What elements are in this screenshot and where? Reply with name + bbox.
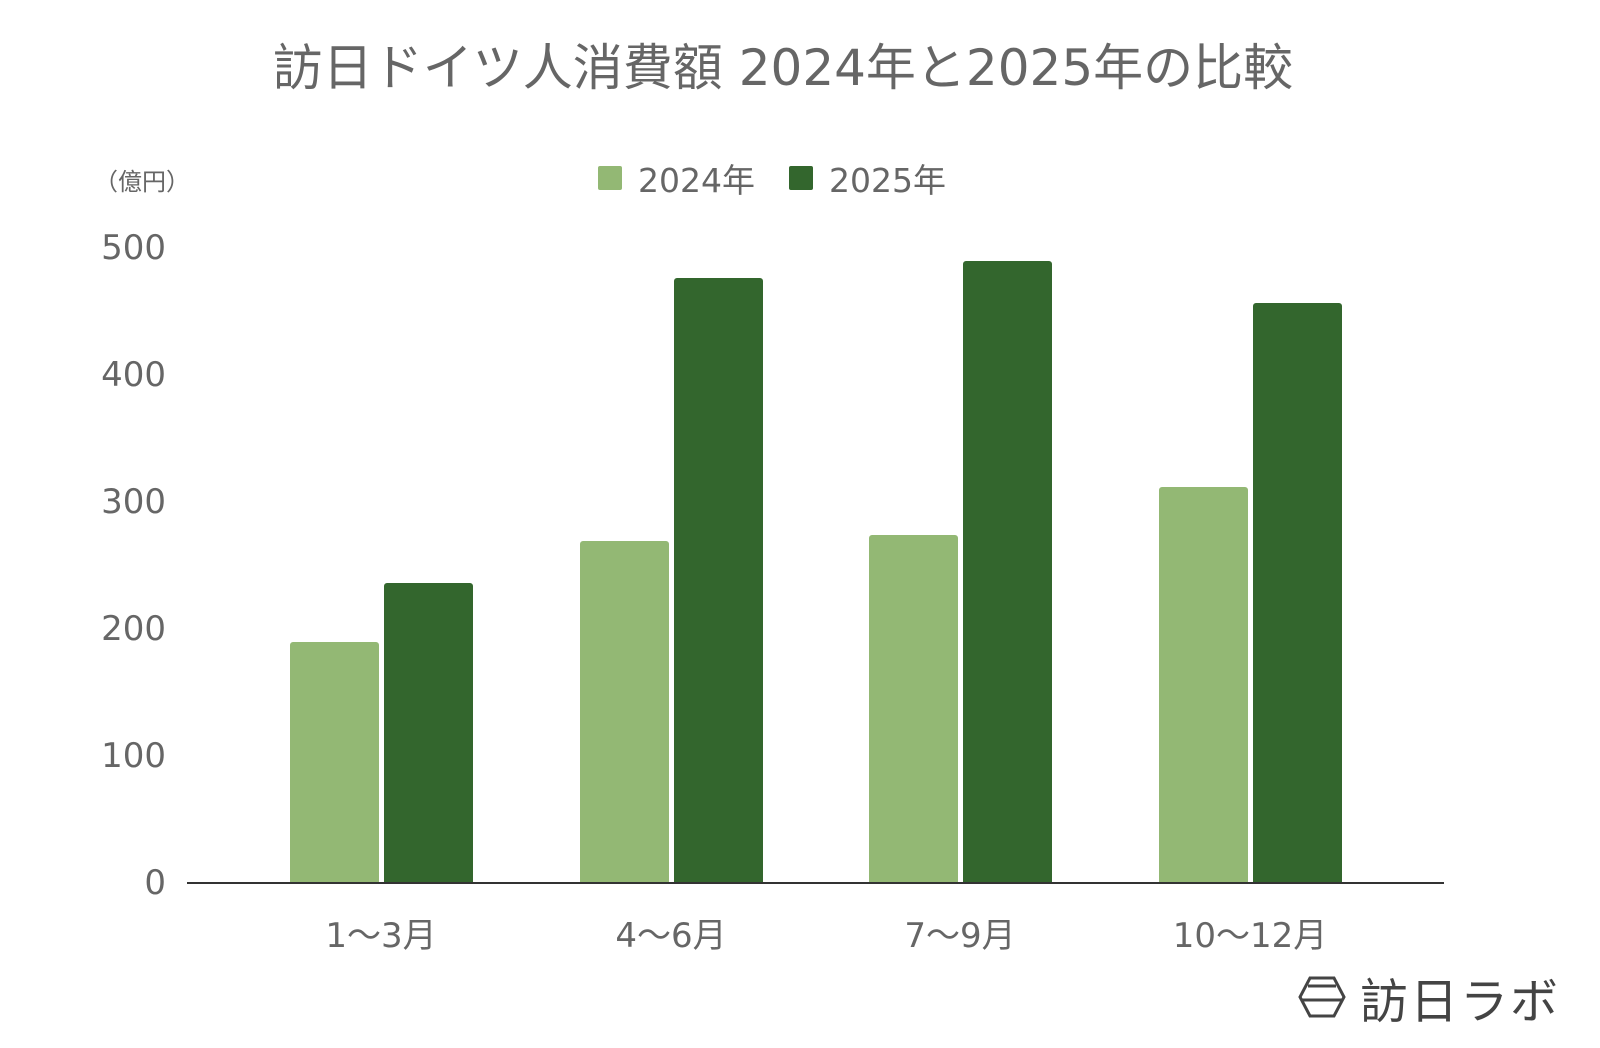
y-tick-label: 500 [101,228,166,268]
legend-item-2024[interactable]: 2024年 [598,154,755,202]
x-tick-label: 10〜12月 [1172,916,1328,956]
x-tick-label: 4〜6月 [615,916,727,956]
legend-swatch-2024 [598,166,622,190]
unit-label: （億円） [94,168,190,196]
legend-label-2024: 2024年 [638,161,755,200]
legend-item-2025[interactable]: 2025年 [788,154,946,202]
y-tick-label: 300 [101,482,166,522]
bar-2024年-7〜9月[interactable] [868,535,958,883]
logo-text: 訪日ラボ [1360,974,1561,1030]
x-tick-label: 7〜9月 [904,916,1016,956]
legend: 2024年 2025年 [598,154,980,202]
bar-2025年-10〜12月[interactable] [1252,302,1342,883]
bar-2024年-1〜3月[interactable] [289,641,379,883]
y-tick-label: 100 [101,736,166,776]
x-axis-line [187,882,1444,884]
brand-logo: 訪日ラボ [1298,962,1560,1032]
legend-swatch-2025 [788,166,813,190]
bar-2025年-7〜9月[interactable] [962,260,1052,883]
bar-2025年-4〜6月[interactable] [673,278,763,883]
bar-2025年-1〜3月[interactable] [383,583,473,883]
y-tick-label: 400 [101,355,166,395]
y-tick-label: 0 [144,863,166,903]
bar-2024年-4〜6月[interactable] [579,541,669,883]
x-tick-label: 1〜3月 [325,916,437,956]
bar-2024年-10〜12月[interactable] [1158,486,1248,883]
hexagon-logo-icon [1298,976,1346,1018]
y-tick-label: 200 [101,609,166,649]
chart-title: 訪日ドイツ人消費額 2024年と2025年の比較 [272,39,1294,97]
legend-label-2025: 2025年 [828,161,946,200]
